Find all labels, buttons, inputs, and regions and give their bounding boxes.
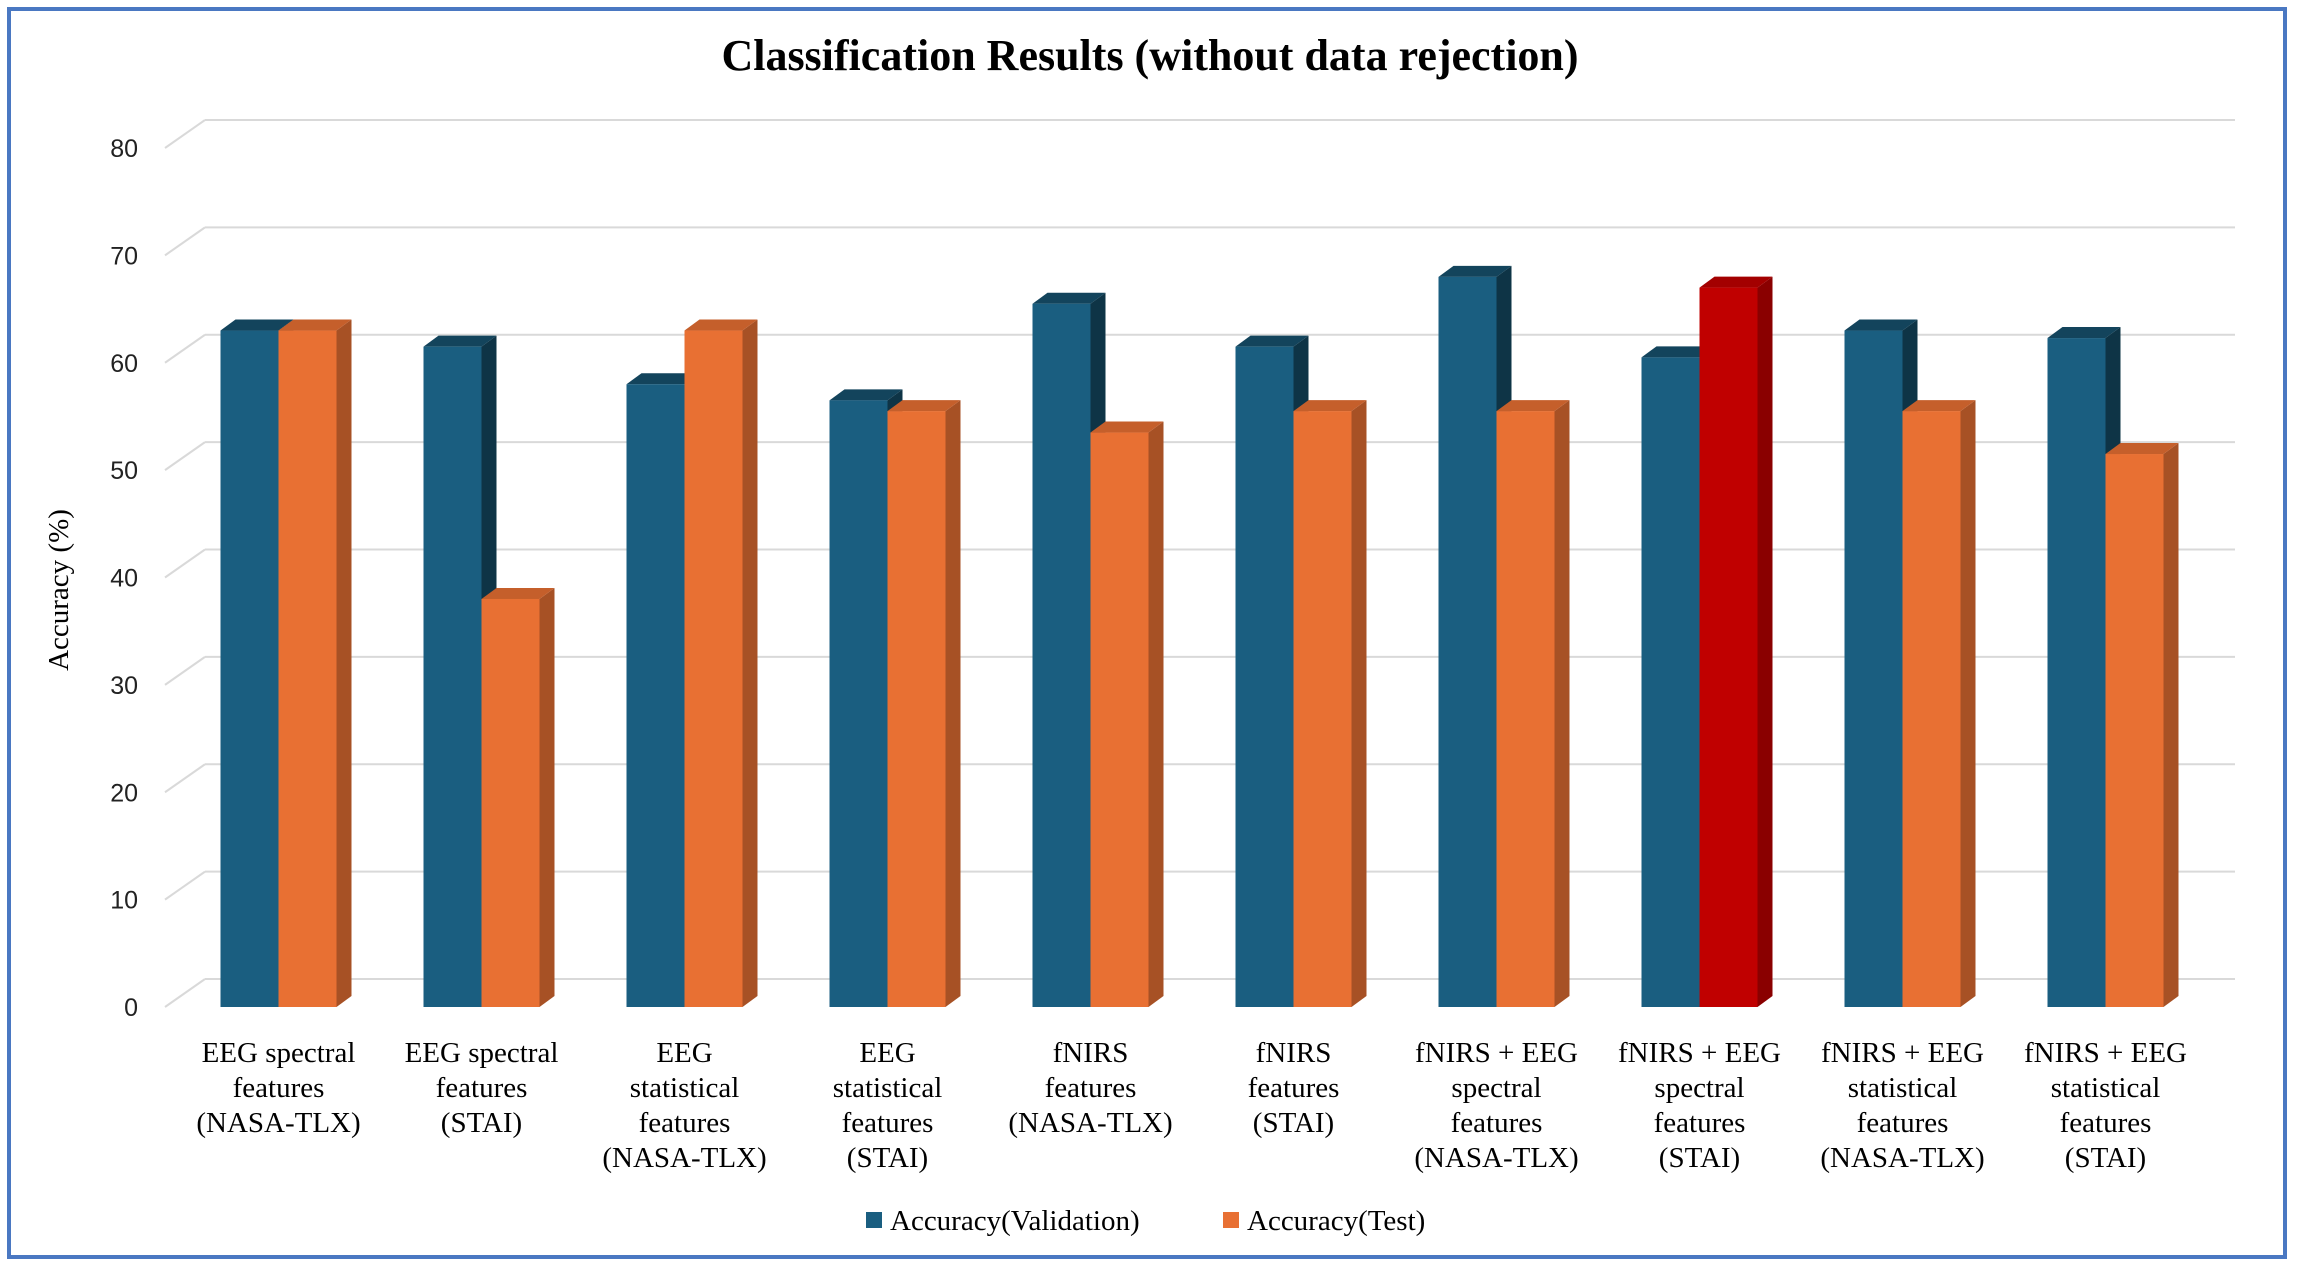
- bar-front-face: [1032, 303, 1091, 1008]
- x-category-label: fNIRS + EEG statistical features (STAI): [2024, 1037, 2187, 1174]
- bar-front-face: [887, 411, 946, 1008]
- x-category-label: fNIRS + EEG statistical features (NASA-TLX): [1820, 1037, 1984, 1174]
- bar-front-face: [2105, 454, 2164, 1007]
- bar-top-face: [684, 319, 758, 331]
- bar-test: [1902, 400, 1976, 1008]
- bar-test: [887, 400, 961, 1008]
- bar-top-face: [278, 319, 352, 331]
- bar-side-face: [1148, 421, 1164, 1007]
- bar-side-face: [742, 319, 758, 1008]
- bar-top-face: [2105, 443, 2179, 455]
- gridline-diagonal: [164, 119, 206, 149]
- bar-top-face: [481, 587, 555, 599]
- bar-front-face: [1641, 357, 1700, 1008]
- x-category-label: fNIRS + EEG spectral features (NASA-TLX): [1414, 1037, 1578, 1174]
- x-category-label: EEG spectral features (NASA-TLX): [196, 1037, 360, 1139]
- x-axis-categories: EEG spectral features (NASA-TLX) EEG spectr…: [196, 1037, 2187, 1174]
- y-axis-title: Accuracy (%): [43, 509, 75, 671]
- gridline-diagonal: [164, 978, 206, 1008]
- bar-front-face: [1235, 346, 1294, 1007]
- bar-top-face: [1235, 335, 1309, 347]
- gridline-diagonal: [164, 333, 206, 364]
- bar-side-face: [945, 400, 961, 1008]
- bar-front-face: [829, 400, 888, 1007]
- bar-side-face: [336, 319, 352, 1008]
- bar-test: [481, 587, 555, 1007]
- bar-top-face: [1844, 319, 1918, 331]
- bar-test: [2105, 443, 2179, 1007]
- x-category-label: EEG statistical features (STAI): [833, 1037, 943, 1174]
- bar-front-face: [1293, 411, 1352, 1008]
- bar-top-face: [1293, 400, 1367, 412]
- bar-top-face: [887, 400, 961, 412]
- bar-top-face: [1641, 346, 1715, 358]
- x-category-label: fNIRS features (STAI): [1248, 1037, 1340, 1139]
- bar-top-face: [1496, 400, 1570, 412]
- chart-title: Classification Results (without data rej…: [721, 31, 1578, 80]
- bar-front-face: [220, 330, 279, 1008]
- bar-top-face: [1699, 276, 1773, 288]
- bar-front-face: [1496, 411, 1555, 1008]
- y-tick-label: 50: [110, 457, 138, 485]
- bar-top-face: [829, 389, 903, 401]
- bar-top-face: [1032, 292, 1106, 304]
- bar-top-face: [2047, 327, 2121, 339]
- bar-front-face: [1438, 276, 1497, 1008]
- bar-side-face: [2163, 443, 2179, 1007]
- bar-side-face: [1960, 400, 1976, 1008]
- bar-front-face: [626, 384, 685, 1008]
- gridline-diagonal: [164, 870, 206, 901]
- x-category-label: fNIRS features (NASA-TLX): [1008, 1037, 1172, 1139]
- gridline-diagonal: [164, 763, 206, 794]
- gridline-diagonal: [164, 226, 206, 257]
- y-axis-ticks: 0 10 20 30 40 50 60 70 80: [110, 135, 138, 1022]
- y-tick-label: 60: [110, 350, 138, 378]
- bar-top-face: [1902, 400, 1976, 412]
- bar-front-face: [481, 598, 540, 1007]
- bar-test: [1496, 400, 1570, 1008]
- x-category-label: EEG statistical features (NASA-TLX): [602, 1037, 766, 1174]
- bar-test: [278, 319, 352, 1008]
- bar-test: [684, 319, 758, 1008]
- y-tick-label: 70: [110, 242, 138, 270]
- bar-top-face: [423, 335, 497, 347]
- legend-label: Accuracy(Test): [1247, 1205, 1425, 1237]
- bar-test: [1293, 400, 1367, 1008]
- bar-front-face: [278, 330, 337, 1008]
- bar-front-face: [1902, 411, 1961, 1008]
- x-category-label: EEG spectral features (STAI): [405, 1037, 559, 1139]
- gridline-diagonal: [164, 656, 206, 686]
- x-category-label: fNIRS + EEG spectral features (STAI): [1618, 1037, 1781, 1174]
- bar-front-face: [423, 346, 482, 1007]
- bar-test: [1090, 421, 1164, 1007]
- y-tick-label: 10: [110, 887, 138, 915]
- bar-top-face: [1438, 265, 1512, 277]
- bar-front-face: [1699, 287, 1758, 1007]
- bar-top-face: [1090, 421, 1164, 433]
- bar-front-face: [1844, 330, 1903, 1008]
- bar-side-face: [1757, 276, 1773, 1007]
- y-tick-label: 20: [110, 779, 138, 807]
- bar-test: [1699, 276, 1773, 1007]
- bar-front-face: [1090, 432, 1149, 1007]
- gridline-diagonal: [164, 548, 206, 579]
- bar-top-face: [220, 319, 294, 331]
- bar-side-face: [539, 587, 555, 1007]
- y-tick-label: 30: [110, 672, 138, 700]
- bar-side-face: [1351, 400, 1367, 1008]
- bar-front-face: [2047, 338, 2106, 1008]
- gridline-diagonal: [164, 441, 206, 471]
- legend: Accuracy(Validation) Accuracy(Test): [866, 1205, 1425, 1237]
- bar-front-face: [684, 330, 743, 1008]
- bar-top-face: [626, 373, 700, 385]
- legend-label: Accuracy(Validation): [890, 1205, 1140, 1237]
- y-tick-label: 40: [110, 565, 138, 593]
- bars: [220, 265, 2179, 1008]
- y-tick-label: 0: [124, 994, 138, 1022]
- legend-swatch: [1223, 1212, 1239, 1228]
- y-tick-label: 80: [110, 135, 138, 163]
- legend-swatch: [866, 1212, 882, 1228]
- bar-side-face: [1554, 400, 1570, 1008]
